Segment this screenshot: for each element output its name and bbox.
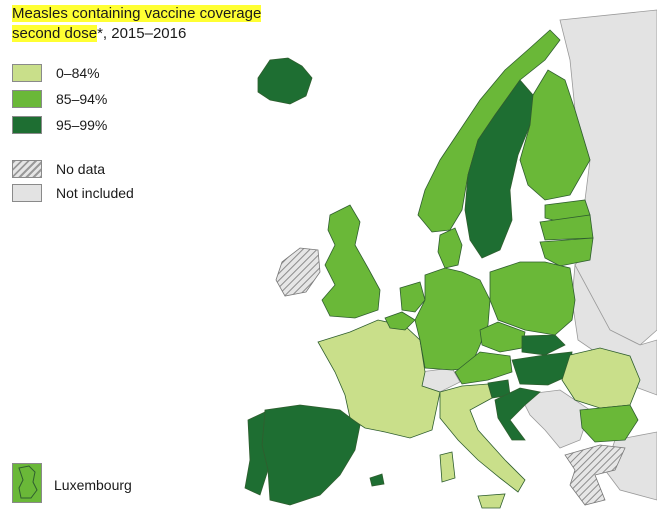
region-sweden xyxy=(464,79,534,259)
map-title-line1: Measles containing vaccine coverage xyxy=(12,5,262,22)
region-sardinia xyxy=(439,451,456,483)
region-denmark xyxy=(437,227,463,269)
region-norway xyxy=(417,29,561,233)
region-croatia xyxy=(494,387,541,441)
region-lithuania xyxy=(539,237,594,267)
map-title: Measles containing vaccine coverage seco… xyxy=(12,4,262,44)
region-spain xyxy=(261,404,361,506)
region-belgium xyxy=(384,311,416,331)
region-sicily xyxy=(477,493,506,509)
legend-swatch-high xyxy=(12,116,42,134)
region-iceland xyxy=(257,57,313,105)
legend-swatch-mid xyxy=(12,90,42,108)
region-slovakia xyxy=(521,334,566,356)
legend-item-mid: 85–94% xyxy=(12,90,212,110)
region-bulgaria xyxy=(579,404,639,443)
legend-item-high: 95–99% xyxy=(12,116,212,136)
legend-swatch-low xyxy=(12,64,42,82)
region-cyprus xyxy=(369,473,385,487)
region-balkans xyxy=(519,389,591,449)
map-title-line2: second dose*, 2015–2016 xyxy=(12,25,187,42)
region-netherlands xyxy=(399,281,426,313)
legend-label-not-included: Not included xyxy=(56,185,134,201)
legend-swatch-not-included xyxy=(12,184,42,202)
region-portugal xyxy=(244,411,269,496)
region-united-kingdom xyxy=(321,204,381,319)
region-italy xyxy=(439,383,526,493)
region-finland xyxy=(519,69,591,201)
legend-label-high: 95–99% xyxy=(56,117,108,133)
legend-item-no-data: No data xyxy=(12,160,212,180)
region-belarus-ukraine xyxy=(571,263,657,396)
legend-label-no-data: No data xyxy=(56,161,106,177)
luxembourg-inset-label: Luxembourg xyxy=(54,477,132,493)
region-greece xyxy=(564,444,626,506)
legend-label-low: 0–84% xyxy=(56,65,100,81)
region-austria xyxy=(454,351,513,385)
luxembourg-shape xyxy=(18,465,38,499)
legend-label-mid: 85–94% xyxy=(56,91,108,107)
legend-item-not-included: Not included xyxy=(12,184,212,204)
legend-item-low: 0–84% xyxy=(12,64,212,84)
region-ireland xyxy=(275,247,321,297)
luxembourg-inset-swatch xyxy=(12,463,42,503)
region-poland xyxy=(489,261,576,336)
legend-swatch-no-data xyxy=(12,160,42,178)
